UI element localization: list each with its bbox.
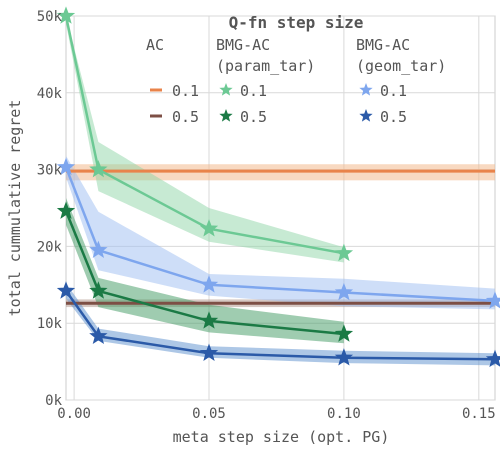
marker-geom_0.1 <box>334 282 354 301</box>
confidence-bands <box>66 16 495 366</box>
marker-param_0.1 <box>334 243 354 262</box>
legend-star-param-0.1 <box>219 83 233 96</box>
y-tick-label: 0k <box>45 393 62 409</box>
marker-geom_0.1 <box>56 157 76 176</box>
legend-title: Q-fn step size <box>229 13 364 32</box>
y-tick-labels: 0k 10k 20k 30k 40k 50k <box>37 9 63 409</box>
band-geom_0.5 <box>66 283 495 366</box>
grid-lines <box>66 15 495 401</box>
legend-star-geom-0.1 <box>359 83 373 96</box>
legend-header-ac: AC <box>146 36 164 54</box>
y-tick-label: 30k <box>37 163 63 179</box>
legend-star-geom_0.1 <box>359 83 373 96</box>
marker-param_0.1 <box>89 159 108 178</box>
baseline-lines <box>66 169 495 305</box>
legend-header-geom-line2: (geom_tar) <box>356 57 446 75</box>
marker-param_0.5 <box>199 311 219 329</box>
band-param_0.5 <box>66 198 344 344</box>
marker-geom_0.5 <box>89 326 108 345</box>
marker-geom_0.1 <box>485 291 500 309</box>
marker-geom_0.5 <box>334 348 354 366</box>
legend-star-param_0.5 <box>219 109 233 122</box>
legend-star-geom_0.5 <box>359 109 373 122</box>
series-markers <box>56 6 500 368</box>
legend-star-param-0.5 <box>219 109 233 122</box>
legend-star-geom-0.5 <box>359 109 373 122</box>
marker-geom_0.5 <box>485 349 500 368</box>
legend-header-param-line2: (param_tar) <box>216 57 315 75</box>
legend-label-geom-0.1: 0.1 <box>380 82 407 100</box>
x-tick-label: 0.15 <box>462 406 496 422</box>
line-param_0.5 <box>64 210 345 336</box>
band-param_0.1 <box>66 16 344 263</box>
line-param_0.1 <box>64 15 345 255</box>
y-tick-label: 20k <box>37 239 63 255</box>
marker-param_0.5 <box>89 281 108 299</box>
y-tick-label: 10k <box>37 316 63 332</box>
marker-param_0.5 <box>56 201 76 219</box>
y-tick-label: 40k <box>37 86 63 102</box>
legend-label-geom-0.5: 0.5 <box>380 108 407 126</box>
x-axis-title: meta step size (opt. PG) <box>173 428 390 446</box>
legend-header-param-line1: BMG-AC <box>216 36 270 54</box>
legend-label-ac-0.1: 0.1 <box>172 82 199 100</box>
marker-param_0.1 <box>199 219 219 237</box>
x-tick-label: 0.05 <box>192 406 226 422</box>
marker-geom_0.5 <box>199 343 219 361</box>
x-tick-labels: 0.00 0.05 0.10 0.15 <box>57 406 495 422</box>
marker-geom_0.5 <box>56 281 76 299</box>
legend: Q-fn step size AC BMG-AC (param_tar) BMG… <box>146 13 446 126</box>
legend-label-ac-0.5: 0.5 <box>172 108 199 126</box>
band-geom_0.1 <box>66 155 495 310</box>
marker-geom_0.1 <box>89 240 108 259</box>
legend-star-param_0.1 <box>219 83 233 96</box>
x-tick-label: 0.10 <box>327 406 361 422</box>
y-axis-title: total cummulative regret <box>6 100 24 317</box>
legend-label-param-0.1: 0.1 <box>240 82 267 100</box>
marker-param_0.1 <box>56 6 76 24</box>
marker-param_0.5 <box>334 324 354 342</box>
legend-label-param-0.5: 0.5 <box>240 108 267 126</box>
marker-geom_0.1 <box>199 275 219 293</box>
legend-header-geom-line1: BMG-AC <box>356 36 410 54</box>
y-tick-label: 50k <box>37 9 63 25</box>
x-tick-label: 0.00 <box>57 406 91 422</box>
